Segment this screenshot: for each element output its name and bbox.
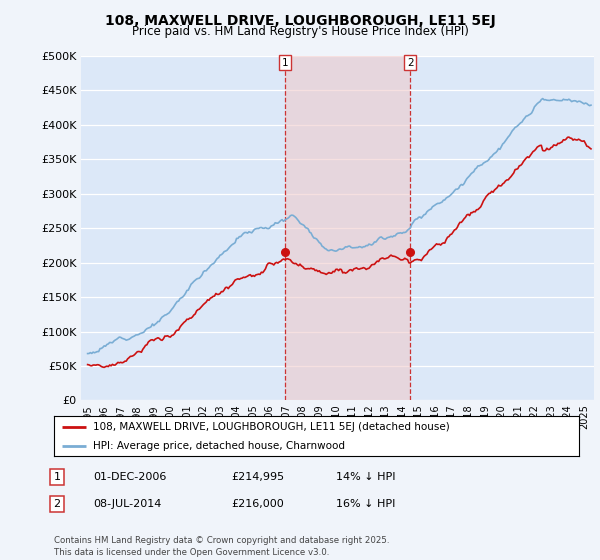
Text: 1: 1 — [53, 472, 61, 482]
Text: 16% ↓ HPI: 16% ↓ HPI — [336, 499, 395, 509]
Text: 2: 2 — [53, 499, 61, 509]
Text: 08-JUL-2014: 08-JUL-2014 — [93, 499, 161, 509]
Text: 108, MAXWELL DRIVE, LOUGHBOROUGH, LE11 5EJ (detached house): 108, MAXWELL DRIVE, LOUGHBOROUGH, LE11 5… — [94, 422, 450, 432]
Bar — [285, 56, 410, 400]
Text: £216,000: £216,000 — [231, 499, 284, 509]
Text: 14% ↓ HPI: 14% ↓ HPI — [336, 472, 395, 482]
Text: 2: 2 — [407, 58, 413, 68]
Text: Contains HM Land Registry data © Crown copyright and database right 2025.
This d: Contains HM Land Registry data © Crown c… — [54, 536, 389, 557]
Text: 1: 1 — [281, 58, 288, 68]
Text: HPI: Average price, detached house, Charnwood: HPI: Average price, detached house, Char… — [94, 441, 346, 450]
Text: Price paid vs. HM Land Registry's House Price Index (HPI): Price paid vs. HM Land Registry's House … — [131, 25, 469, 38]
Text: 01-DEC-2006: 01-DEC-2006 — [93, 472, 166, 482]
Text: 108, MAXWELL DRIVE, LOUGHBOROUGH, LE11 5EJ: 108, MAXWELL DRIVE, LOUGHBOROUGH, LE11 5… — [104, 14, 496, 28]
Text: £214,995: £214,995 — [231, 472, 284, 482]
